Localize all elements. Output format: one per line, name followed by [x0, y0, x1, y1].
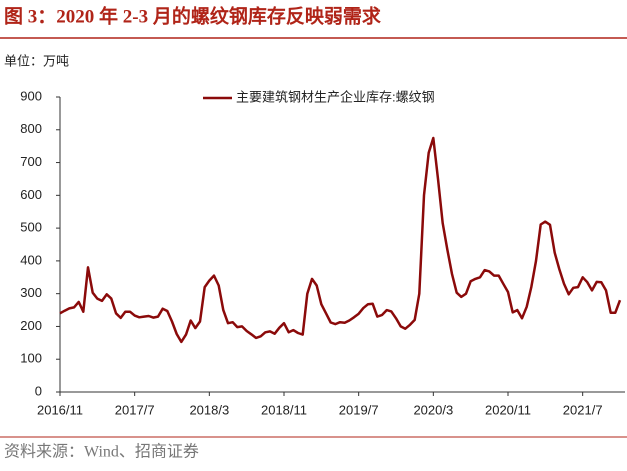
unit-label: 单位：万吨 — [4, 53, 69, 68]
x-tick-label: 2020/3 — [413, 402, 453, 417]
y-tick-label: 300 — [20, 285, 42, 300]
source: 资料来源：Wind、招商证券 — [4, 443, 199, 461]
y-tick-label: 800 — [20, 121, 42, 136]
legend-label: 主要建筑钢材生产企业库存:螺纹钢 — [236, 89, 435, 104]
x-tick-label: 2021/7 — [563, 402, 603, 417]
x-tick-label: 2020/11 — [485, 402, 531, 417]
x-tick-label: 2018/3 — [189, 402, 229, 417]
y-tick-label: 600 — [20, 187, 42, 202]
x-tick-label: 2017/7 — [115, 402, 155, 417]
y-tick-label: 900 — [20, 88, 42, 103]
y-tick-label: 500 — [20, 220, 42, 235]
series-line — [59, 136, 622, 344]
y-tick-label: 0 — [35, 383, 42, 398]
x-tick-label: 2018/11 — [261, 402, 307, 417]
x-tick-label: 2016/11 — [37, 402, 83, 417]
chart-title: 图 3：2020 年 2-3 月的螺纹钢库存反映弱需求 — [4, 4, 382, 27]
y-tick-label: 700 — [20, 154, 42, 169]
x-tick-label: 2019/7 — [339, 402, 379, 417]
y-tick-label: 200 — [20, 318, 42, 333]
y-tick-label: 100 — [20, 351, 42, 366]
y-tick-label: 400 — [20, 252, 42, 267]
